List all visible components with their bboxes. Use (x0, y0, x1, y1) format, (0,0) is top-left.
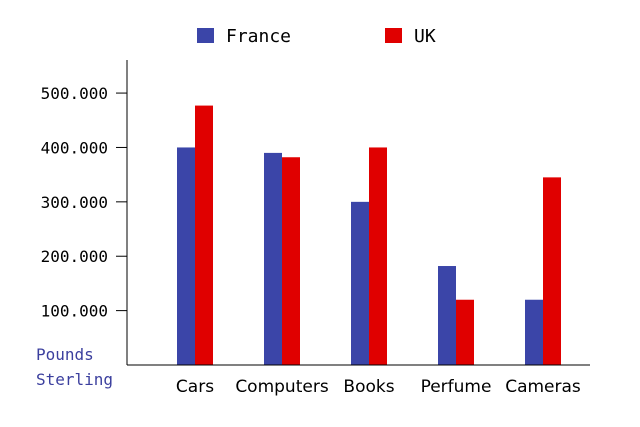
y-axis-label-line: Sterling (36, 370, 113, 389)
legend-label-uk: UK (414, 26, 436, 47)
legend: France UK (197, 26, 436, 47)
y-tick-label: 300.000 (41, 193, 108, 212)
axes (126, 60, 590, 366)
x-tick-label-cameras: Cameras (505, 377, 581, 397)
legend-swatch-france (197, 28, 214, 43)
bar-cameras-france (525, 299, 543, 365)
y-tick-label: 500.000 (41, 84, 108, 103)
x-tick-label-cars: Cars (176, 377, 214, 397)
bars (177, 105, 561, 365)
x-tick-label-books: Books (343, 377, 394, 397)
y-tick-label: 100.000 (41, 302, 108, 321)
legend-item-uk: UK (385, 26, 436, 47)
bar-cars-france (177, 147, 195, 365)
legend-item-france: France (197, 26, 291, 47)
y-ticks: 100.000 200.000 300.000 400.000 500.000 (41, 84, 127, 321)
bar-cars-uk (195, 105, 213, 365)
legend-label-france: France (226, 26, 291, 47)
x-tick-label-computers: Computers (235, 377, 329, 397)
bar-computers-uk (282, 157, 300, 365)
y-axis-label: Pounds Sterling (36, 345, 113, 389)
y-tick-label: 200.000 (41, 247, 108, 266)
bar-perfume-france (438, 266, 456, 365)
bar-cameras-uk (543, 177, 561, 365)
y-tick-label: 400.000 (41, 138, 108, 157)
x-tick-labels: Cars Computers Books Perfume Cameras (176, 377, 581, 397)
x-tick-label-perfume: Perfume (421, 377, 492, 397)
bar-computers-france (264, 152, 282, 365)
bar-books-france (351, 201, 369, 365)
bar-books-uk (369, 147, 387, 365)
bar-perfume-uk (456, 299, 474, 365)
y-axis-label-line: Pounds (36, 345, 94, 364)
legend-swatch-uk (385, 28, 402, 43)
